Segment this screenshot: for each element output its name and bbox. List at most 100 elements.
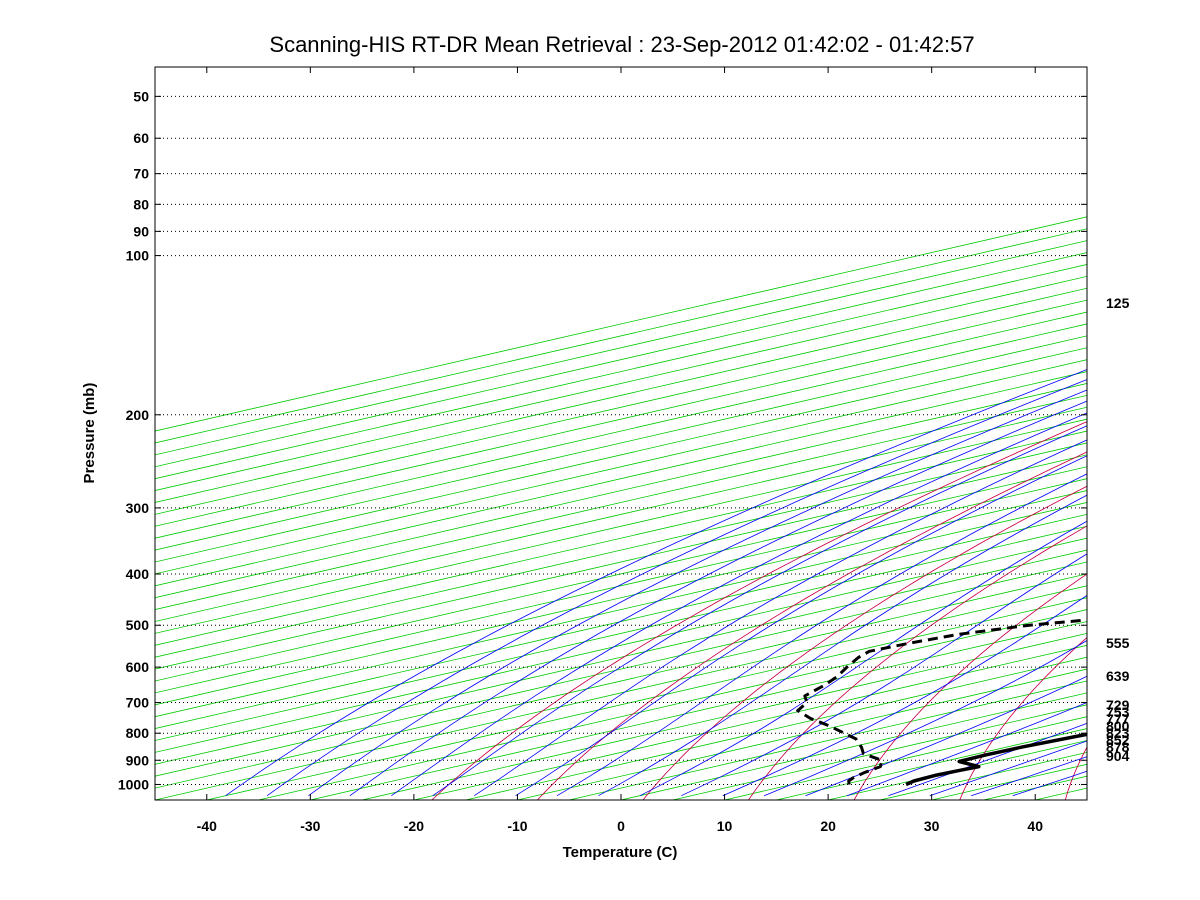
pressure-gridlines [155,95,1087,785]
y-tick-label: 80 [133,196,149,212]
background-lines-layer [155,216,1087,800]
moist-adiabat-line [515,455,1087,797]
isotherm-line [155,240,1087,456]
x-tick-label: -20 [404,818,424,834]
x-tick-label: 30 [924,818,940,834]
isotherm-line [258,609,1087,800]
x-tick-label: -10 [507,818,527,834]
aux-adiabat-line [959,637,1087,800]
level-annotation: 823 [1106,725,1130,741]
level-annotation: 878 [1106,739,1130,755]
isotherm-line [465,656,1087,800]
aux-adiabat-line [537,451,1087,800]
isotherm-line [155,299,1087,515]
isotherm-line [155,490,1087,706]
y-axis-label: Pressure (mb) [81,383,98,484]
isotherm-line [310,621,1087,800]
level-annotation: 729 [1106,697,1130,713]
isotherm-line [517,668,1087,800]
level-annotation: 555 [1106,635,1130,651]
y-tick-label: 700 [126,695,150,711]
level-annotation: 125 [1106,295,1130,311]
isotherm-line [155,347,1087,563]
moist-adiabat-line [763,639,1087,797]
x-tick-label: 40 [1027,818,1043,834]
y-tick-label: 1000 [118,776,149,792]
y-tick-label: 100 [126,248,150,264]
y-axis: 50 60 70 80 90 100 200 300 400 500 600 700 800 900 100… [118,88,1087,792]
moist-adiabat-line [391,412,1087,797]
y-tick-label: 900 [126,752,150,768]
isotherm-line [155,335,1087,551]
y-tick-label: 90 [133,223,149,239]
y-tick-label: 600 [126,659,150,675]
y-tick-label: 200 [126,407,150,423]
isotherm-line [206,597,1087,800]
moist-adiabat-line [349,400,1087,797]
x-tick-label: 0 [617,818,625,834]
isotherm-line [155,585,1087,800]
isotherm-line [155,371,1087,587]
dewpoint-profile-line [796,618,1087,785]
moist-adiabat-line [432,425,1087,797]
isotherm-line [362,632,1087,800]
y-tick-label: 60 [133,130,149,146]
aux-adiabat-line [748,525,1087,800]
moist-adiabat-line [266,379,1087,797]
aux-adiabat-line [642,485,1087,800]
isotherm-line [155,537,1087,753]
level-annotation: 639 [1106,668,1130,684]
isotherm-line [155,252,1087,468]
isotherm-line [155,323,1087,539]
x-tick-label: -40 [197,818,217,834]
y-tick-label: 70 [133,166,149,182]
aux-adiabat-line [853,573,1087,800]
moist-adiabat-line [639,520,1087,797]
isotherm-line [155,573,1087,789]
moist-adiabat-line [598,494,1087,797]
aux-adiabat-line [431,421,1087,800]
x-axis: -40 -30 -20 -10 0 10 20 30 40 [197,67,1043,834]
isotherm-line [155,513,1087,730]
isotherm-line [155,406,1087,622]
y-tick-label: 500 [126,617,150,633]
level-annotation: 777 [1106,711,1130,727]
isotherm-line [155,549,1087,765]
isotherm-line [155,466,1087,682]
level-annotation: 800 [1106,718,1130,734]
isotherm-line [413,644,1087,800]
isotherm-line [155,311,1087,527]
y-tick-label: 50 [133,88,149,104]
isotherm-line [155,287,1087,503]
moist-adiabat-line [556,473,1087,797]
x-tick-label: 10 [717,818,733,834]
isotherm-line [155,394,1087,610]
x-axis-label: Temperature (C) [563,844,678,861]
isotherm-line [155,525,1087,741]
isotherm-line [155,383,1087,599]
chart-title: Scanning-HIS RT-DR Mean Retrieval : 23-S… [269,32,974,57]
isotherm-line [155,264,1087,480]
level-annotation: 852 [1106,732,1130,748]
y-tick-label: 300 [126,500,150,516]
x-tick-label: -30 [300,818,320,834]
isotherm-line [155,502,1087,718]
isotherm-line [155,359,1087,575]
moist-adiabat-line [308,389,1087,797]
isotherm-line [155,478,1087,694]
isotherm-line [155,430,1087,646]
level-annotation: 904 [1106,748,1130,764]
moist-adiabat-line [225,369,1087,797]
profile-layer [796,618,1087,787]
moist-adiabat-line [473,439,1087,797]
isotherm-line [155,228,1087,444]
moist-adiabat-line [722,594,1087,797]
y-tick-label: 400 [126,566,150,582]
isotherm-line [155,418,1087,634]
x-tick-label: 20 [820,818,836,834]
moist-adiabat-line [681,553,1087,797]
y-tick-label: 800 [126,725,150,741]
